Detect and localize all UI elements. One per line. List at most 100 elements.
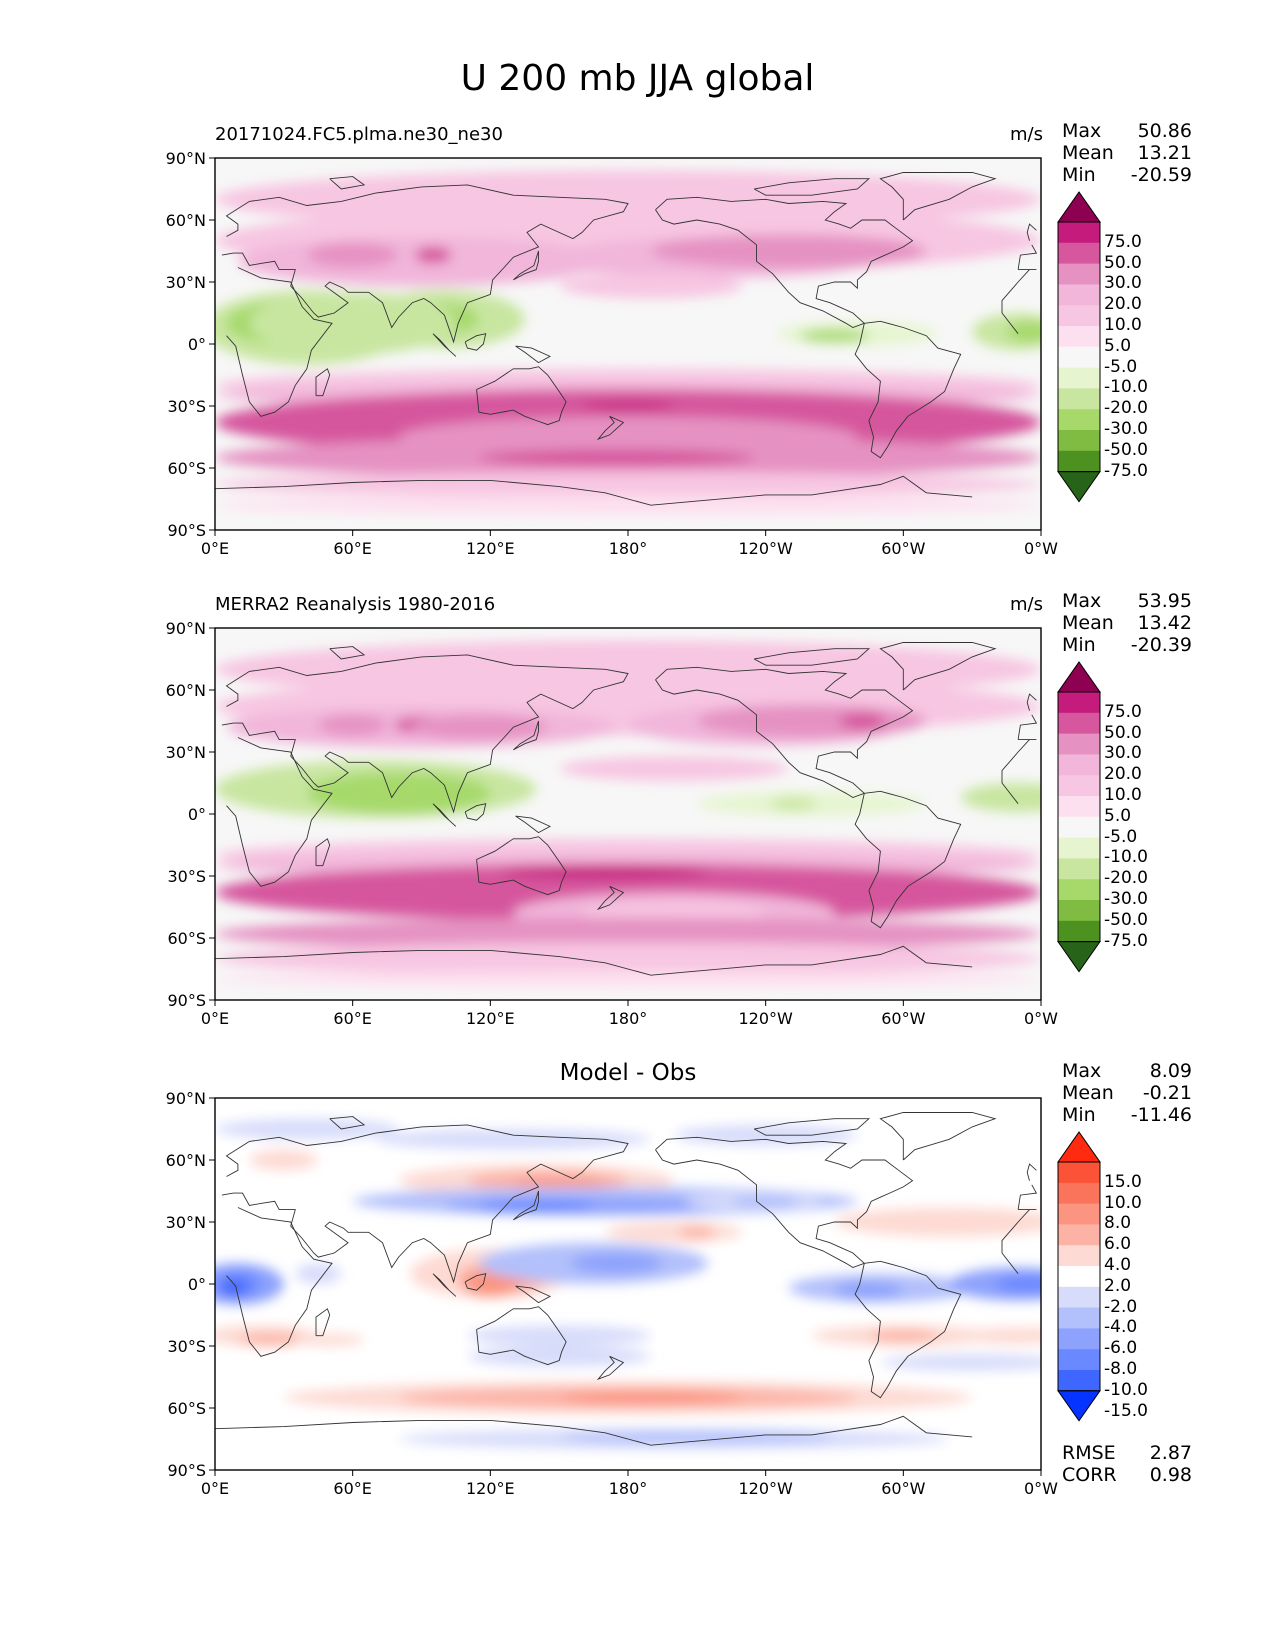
coastline xyxy=(215,475,973,506)
contour-region xyxy=(467,1325,651,1346)
colorbar-tick-label: -10.0 xyxy=(1104,847,1148,868)
y-tick-label: 30°S xyxy=(167,867,206,886)
y-tick-label: 30°N xyxy=(166,1213,206,1232)
contour-region xyxy=(839,712,885,730)
coastline xyxy=(221,184,1038,344)
x-tick-label: 120°E xyxy=(466,539,515,558)
coastline xyxy=(753,648,871,666)
colorbar-tick-label: -10.0 xyxy=(1104,1379,1148,1400)
coastline xyxy=(879,1112,997,1161)
y-tick-label: 60°N xyxy=(166,211,206,230)
colorbar-segment xyxy=(1058,430,1100,452)
colorbar-tick-label: 10.0 xyxy=(1104,315,1142,335)
min-label: Min xyxy=(1062,164,1096,186)
coastline xyxy=(1026,223,1037,241)
contour-region xyxy=(995,1275,1041,1293)
colorbar-frame xyxy=(1057,691,1101,943)
contour-region xyxy=(559,756,789,781)
map-plot: 0°E 60°E 120°E 180° 120°W 60°W 0°W 90°N 60°N 30°N… xyxy=(166,619,1059,1028)
y-tick-label: 90°N xyxy=(166,149,206,168)
contour-region xyxy=(215,494,1041,516)
min-value: -20.39 xyxy=(1130,634,1192,656)
contour-region xyxy=(306,242,399,268)
contour-region xyxy=(559,1430,835,1444)
x-tick-label: 60°W xyxy=(881,1479,925,1498)
coastline xyxy=(1026,1163,1037,1181)
colorbar-segment xyxy=(1058,263,1100,285)
colorbar-tick-label: -5.0 xyxy=(1104,356,1138,377)
corr-label: CORR xyxy=(1062,1464,1117,1486)
colorbar-segment xyxy=(1058,367,1100,389)
min-value: -11.46 xyxy=(1130,1104,1192,1126)
colorbar-segment xyxy=(1058,858,1100,880)
corr-value: 0.98 xyxy=(1149,1464,1192,1486)
colorbar-segment xyxy=(1058,305,1100,327)
x-tick-label: 0°W xyxy=(1024,1479,1058,1498)
y-tick-label: 30°N xyxy=(166,273,206,292)
coastline xyxy=(464,333,487,351)
contour-region xyxy=(731,1195,801,1208)
x-tick-label: 60°E xyxy=(333,1009,371,1028)
coastline xyxy=(879,172,997,221)
colorbar-tick-label: 30.0 xyxy=(1104,743,1142,764)
coastline xyxy=(596,415,625,441)
coastline xyxy=(315,1308,331,1337)
rmse-label: RMSE xyxy=(1062,1442,1116,1464)
panel-center-title: Model - Obs xyxy=(559,1060,697,1086)
colorbar-segment xyxy=(1058,754,1100,776)
coastline xyxy=(432,803,457,827)
colorbar-segment xyxy=(1058,284,1100,306)
units-label: m/s xyxy=(1010,124,1043,145)
panel-left-title: MERRA2 Reanalysis 1980-2016 xyxy=(215,594,496,615)
x-tick-label: 120°W xyxy=(738,1009,793,1028)
y-tick-label: 90°N xyxy=(166,619,206,638)
coastline xyxy=(215,1415,973,1446)
x-tick-label: 120°E xyxy=(466,1479,515,1498)
coastline xyxy=(329,646,366,660)
y-tick-label: 60°S xyxy=(167,1399,206,1418)
max-value: 50.86 xyxy=(1137,120,1192,142)
colorbar-extend-bottom xyxy=(1057,471,1101,503)
colorbar-segment xyxy=(1058,409,1100,431)
colorbar-tick-label: -10.0 xyxy=(1104,377,1148,398)
colorbar-tick-label: 5.0 xyxy=(1104,805,1132,826)
contour-region xyxy=(375,1129,651,1150)
x-tick-label: 120°W xyxy=(738,539,793,558)
colorbar-tick-label: -50.0 xyxy=(1104,439,1148,460)
coastline xyxy=(221,654,1038,814)
colorbar-tick-label: -20.0 xyxy=(1104,398,1148,419)
colorbar-segment xyxy=(1058,1286,1100,1309)
x-tick-label: 0°W xyxy=(1024,1009,1058,1028)
mean-value: -0.21 xyxy=(1142,1082,1192,1104)
coastline xyxy=(226,267,1030,417)
contour-region xyxy=(306,772,491,814)
colorbar-tick-label: -30.0 xyxy=(1104,419,1148,439)
x-tick-label: 0°E xyxy=(201,539,229,558)
coastline xyxy=(1026,693,1037,711)
contour-region xyxy=(868,1329,938,1342)
contour-region xyxy=(249,1149,319,1171)
colorbar-tick-label: 5.0 xyxy=(1104,335,1132,356)
colorbar-tick-label: 2.0 xyxy=(1104,1275,1132,1296)
stats-box: Max 8.09 Mean -0.21 Min -11.46 xyxy=(1062,1060,1192,1126)
colorbar-segment xyxy=(1058,450,1100,473)
contour-region xyxy=(295,1333,365,1346)
colorbar-segment xyxy=(1058,1224,1100,1246)
colorbar-tick-label: -20.0 xyxy=(1104,868,1148,889)
map-plot: 0°E 60°E 120°E 180° 120°W 60°W 0°W 90°N 60°N 30°N… xyxy=(166,149,1059,558)
colorbar-tick-label: 50.0 xyxy=(1104,722,1142,743)
colorbar-segment xyxy=(1058,222,1100,244)
coastline xyxy=(476,366,567,426)
colorbar-extend-top xyxy=(1057,661,1101,693)
contour-region xyxy=(414,246,452,264)
max-value: 8.09 xyxy=(1149,1060,1192,1082)
colorbar-segment xyxy=(1058,1245,1100,1267)
colorbar-tick-label: 75.0 xyxy=(1104,701,1142,722)
coastline xyxy=(512,720,539,751)
min-label: Min xyxy=(1062,634,1096,656)
max-label: Max xyxy=(1062,120,1102,142)
coastline xyxy=(215,945,973,976)
max-label: Max xyxy=(1062,1060,1102,1082)
colorbar-segment xyxy=(1058,1307,1100,1329)
contour-region xyxy=(238,1333,307,1346)
